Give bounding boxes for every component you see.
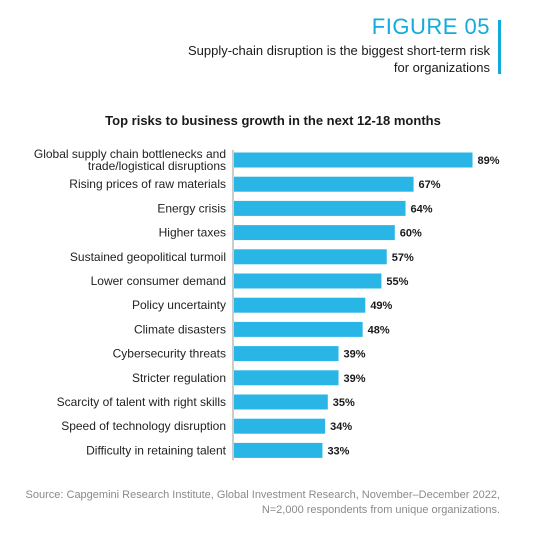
chart-title: Top risks to business growth in the next… [105,113,441,128]
value-label: 34% [330,421,352,433]
category-label: Energy crisis [157,201,226,215]
category-label: Higher taxes [159,226,226,240]
category-label: Climate disasters [134,322,226,336]
value-label: 49% [370,300,392,312]
value-label: 89% [478,155,500,167]
value-label: 33% [327,445,349,457]
value-label: 48% [368,324,390,336]
figure-header: FIGURE 05 Supply-chain disruption is the… [188,14,490,76]
figure-subtitle-line-1: Supply-chain disruption is the biggest s… [187,43,490,58]
source-line-2: N=2,000 respondents from unique organiza… [261,504,500,516]
bar [234,200,406,216]
bar [234,273,382,289]
value-label: 39% [344,373,366,385]
category-label: Lower consumer demand [91,274,226,288]
category-label: Policy uncertainty [132,298,226,312]
bar [234,442,323,458]
bar [234,152,473,168]
figure-subtitle-line-2: for organizations [393,60,490,75]
category-label: Scarcity of talent with right skills [57,395,226,409]
bar [234,394,328,410]
figure-number: FIGURE 05 [371,14,490,39]
source-note: Source: Capgemini Research Institute, Gl… [0,488,500,518]
bar [234,249,387,265]
source-line-1: Source: Capgemini Research Institute, Gl… [25,489,500,501]
value-label: 67% [419,179,441,191]
value-label: 64% [411,203,433,215]
bar [234,346,339,362]
category-label: Stricter regulation [132,371,226,385]
category-label: Global supply chain bottlenecks and trade… [34,147,226,173]
value-label: 39% [344,349,366,361]
value-label: 57% [392,252,414,264]
category-label: Cybersecurity threats [113,347,226,361]
bar [234,321,363,337]
value-label: 35% [333,397,355,409]
bar [234,225,395,241]
bar [234,418,326,434]
bar [234,176,414,192]
value-label: 55% [386,276,408,288]
accent-divider [498,20,501,74]
category-label: Sustained geopolitical turmoil [70,250,226,264]
bar [234,370,339,386]
category-label: Speed of technology disruption [61,419,226,433]
category-label: Rising prices of raw materials [69,177,226,191]
figure-subtitle: Supply-chain disruption is the biggest s… [188,42,490,76]
bar [234,297,366,313]
category-label: Difficulty in retaining talent [86,443,227,457]
value-label: 60% [400,228,422,240]
